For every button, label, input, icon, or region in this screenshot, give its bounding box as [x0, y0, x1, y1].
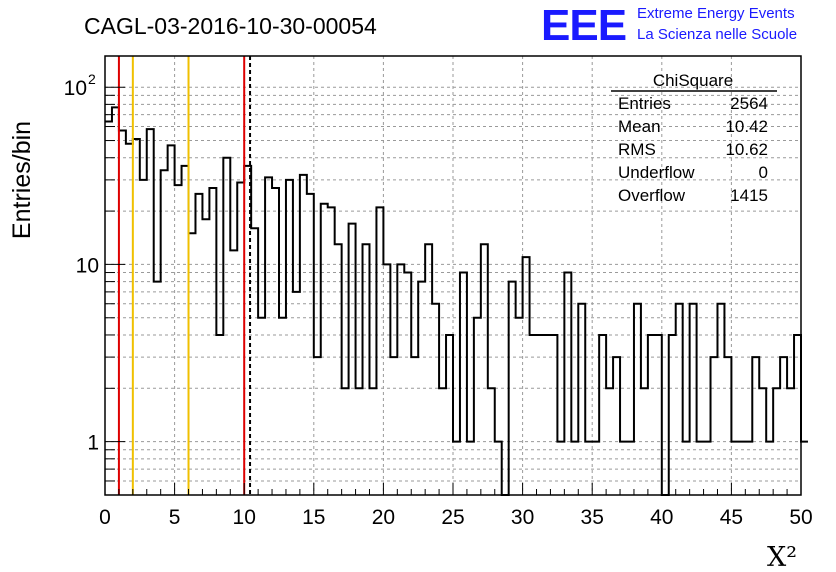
- y-tick-label: 10: [76, 254, 99, 277]
- x-tick-label: 15: [302, 506, 325, 529]
- histogram-series: [105, 106, 808, 496]
- stats-value-entries: 2564: [730, 94, 768, 113]
- histogram-step-line: [105, 106, 808, 496]
- y-axis-label: Entries/bin: [8, 121, 36, 239]
- y-tick-exponent: 2: [88, 71, 96, 87]
- x-tick-label: 25: [441, 506, 464, 529]
- stats-label-mean: Mean: [618, 117, 661, 136]
- stats-value-overflow: 1415: [730, 186, 768, 205]
- logo-line-1: Extreme Energy Events: [637, 5, 795, 22]
- stats-value-rms: 10.62: [725, 140, 768, 159]
- x-axis-label: X²: [767, 542, 797, 572]
- stats-value-mean: 10.42: [725, 117, 768, 136]
- x-tick-label: 5: [169, 506, 181, 529]
- x-tick-label: 30: [511, 506, 534, 529]
- reference-lines: [117, 56, 252, 495]
- stats-label-entries: Entries: [618, 94, 671, 113]
- y-tick-label: 10: [64, 77, 87, 100]
- x-tick-label: 40: [650, 506, 673, 529]
- x-tick-label: 20: [372, 506, 395, 529]
- stats-title: ChiSquare: [653, 71, 733, 90]
- stats-label-underflow: Underflow: [618, 163, 695, 182]
- eee-logo: EEE: [541, 1, 626, 50]
- stats-label-overflow: Overflow: [618, 186, 686, 205]
- x-tick-label: 35: [581, 506, 604, 529]
- run-title: CAGL-03-2016-10-30-00054: [84, 13, 377, 39]
- stats-box: ChiSquare Entries 2564 Mean 10.42 RMS 10.62 Un…: [611, 71, 777, 205]
- grid-lines: [105, 56, 801, 496]
- x-tick-label: 0: [99, 506, 111, 529]
- x-tick-label: 50: [789, 506, 812, 529]
- x-tick-label: 45: [720, 506, 743, 529]
- stats-label-rms: RMS: [618, 140, 656, 159]
- stats-value-underflow: 0: [759, 163, 768, 182]
- x-axis-ticks: 0 5 10 15 20 25 30 35 40 45 50: [99, 483, 813, 529]
- logo-line-2: La Scienza nelle Scuole: [637, 26, 797, 43]
- y-tick-label: 1: [87, 432, 99, 455]
- x-tick-label: 10: [233, 506, 256, 529]
